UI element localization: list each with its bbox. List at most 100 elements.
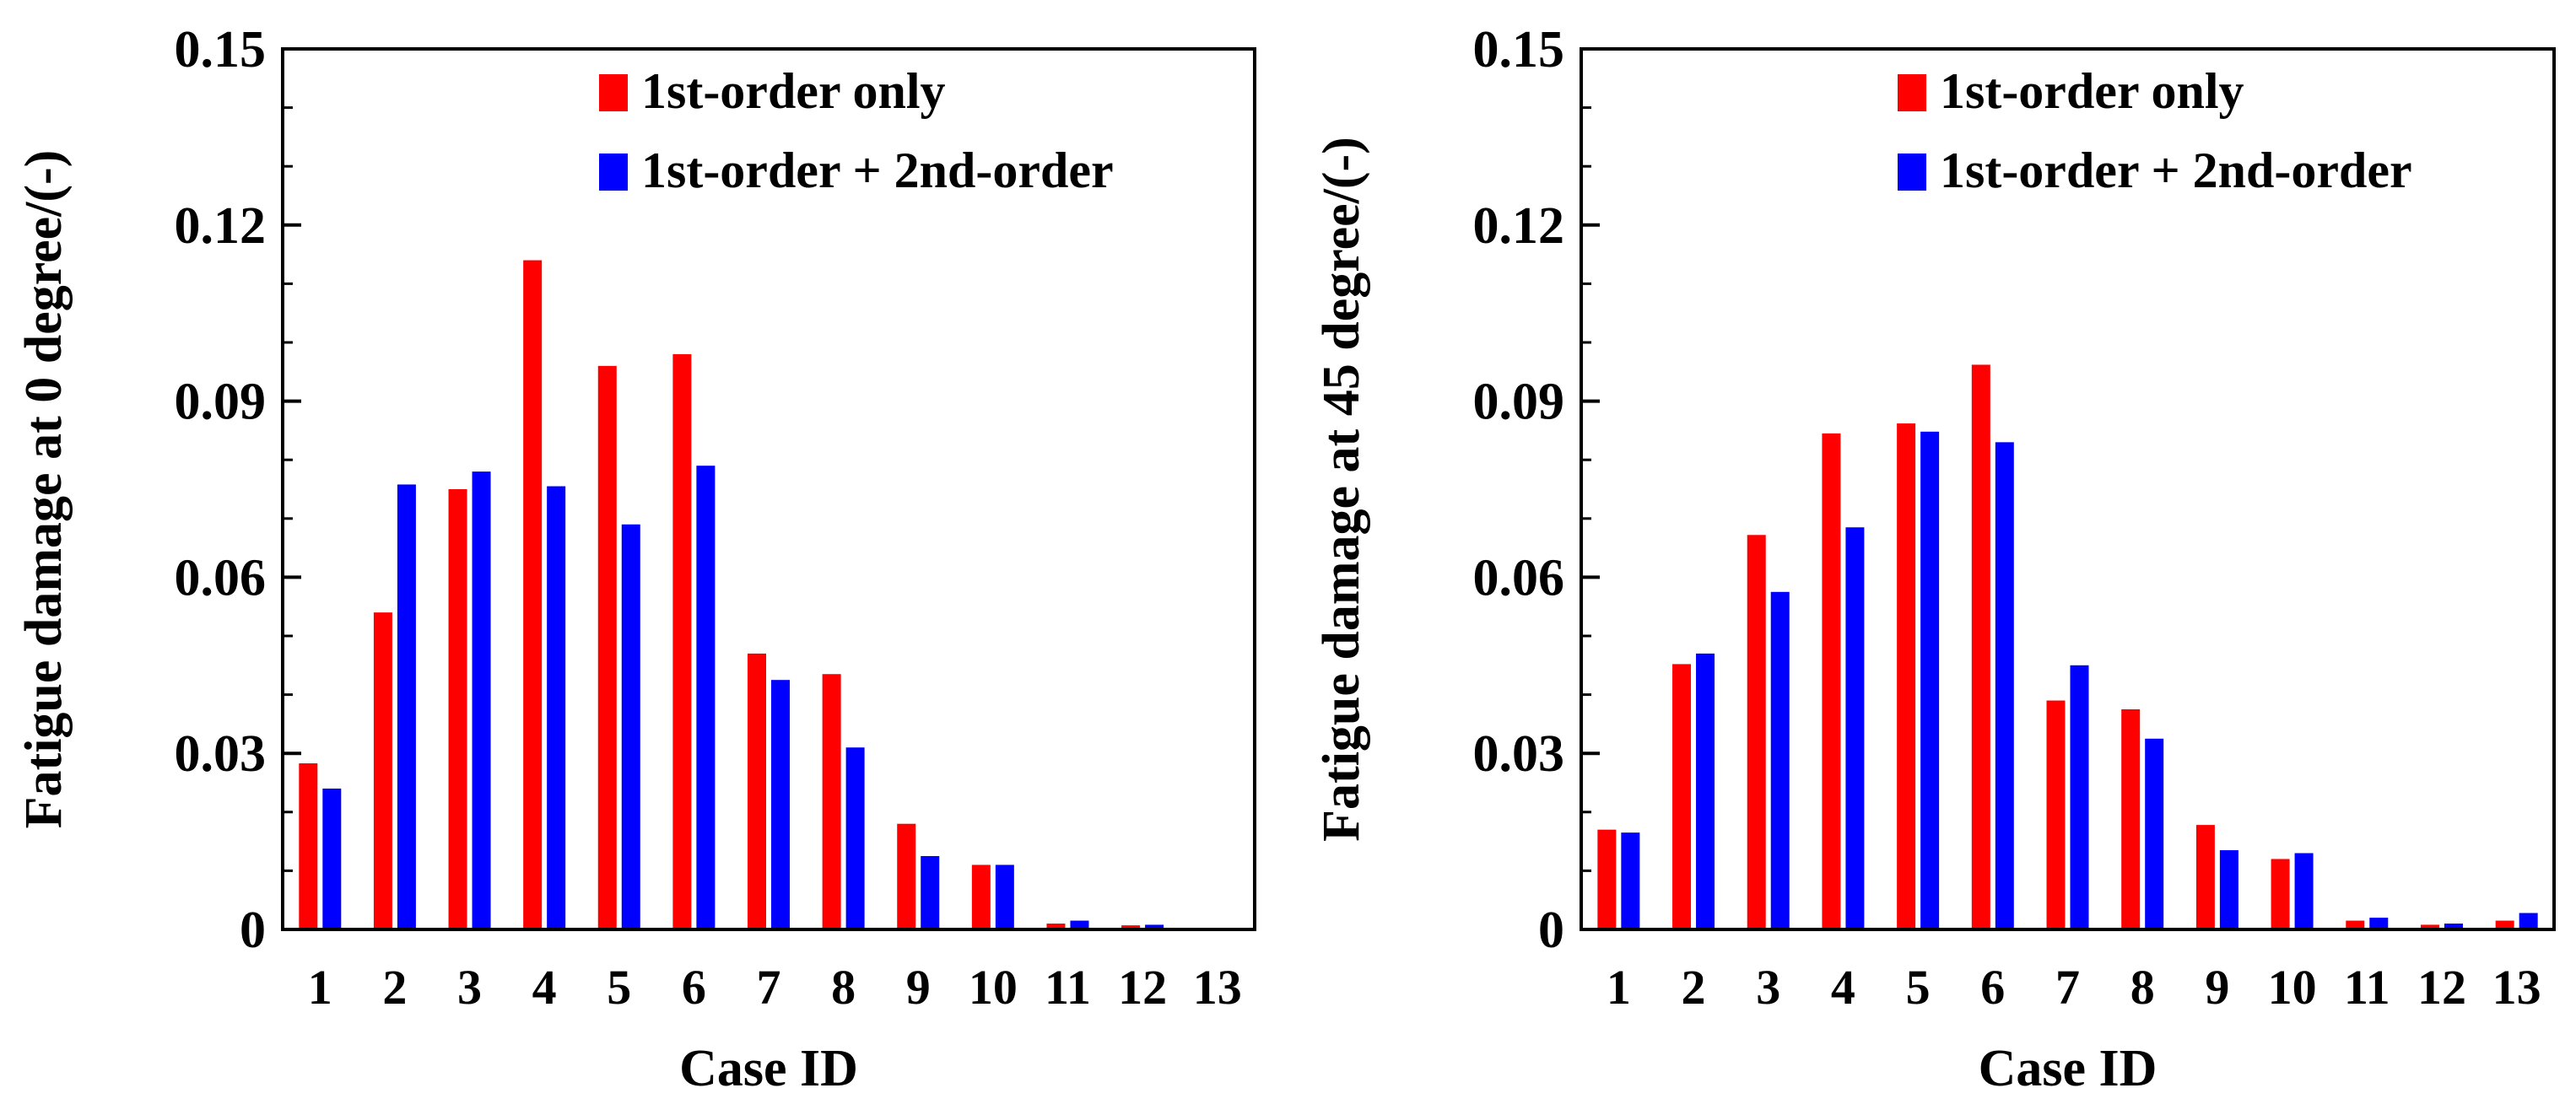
bar-first-order-case-4 <box>1822 433 1841 929</box>
x-tick-label: 5 <box>1906 960 1931 1015</box>
bar-first-order-case-8 <box>2121 709 2141 929</box>
x-tick-label: 12 <box>2417 960 2466 1015</box>
x-tick-label: 7 <box>757 960 781 1015</box>
bar-first-order-case-1 <box>1597 829 1617 929</box>
bar-first-plus-second-order-case-13 <box>2519 913 2538 929</box>
bar-first-plus-second-order-case-2 <box>397 484 416 929</box>
y-tick-label: 0.09 <box>1473 374 1565 431</box>
x-tick-label: 9 <box>2205 960 2229 1015</box>
legend-swatch <box>599 74 628 111</box>
x-tick-label: 8 <box>2130 960 2155 1015</box>
y-axis-title: Fatigue damage at 45 degree/(-) <box>1313 137 1370 842</box>
x-tick-label: 10 <box>2268 960 2317 1015</box>
x-tick-label: 11 <box>2344 960 2390 1015</box>
bar-first-plus-second-order-case-12 <box>2444 924 2463 929</box>
x-tick-label: 13 <box>2492 960 2541 1015</box>
x-tick-label: 9 <box>906 960 931 1015</box>
bar-first-plus-second-order-case-7 <box>771 680 790 929</box>
legend-label: 1st-order + 2nd-order <box>641 143 1114 198</box>
x-tick-label: 2 <box>1682 960 1706 1015</box>
bar-first-order-case-6 <box>672 353 692 929</box>
bar-first-plus-second-order-case-9 <box>2219 850 2238 929</box>
y-tick-label: 0.12 <box>175 197 267 255</box>
bar-first-plus-second-order-case-5 <box>621 524 640 929</box>
x-tick-label: 12 <box>1118 960 1167 1015</box>
legend-swatch <box>1898 154 1926 191</box>
x-tick-label: 11 <box>1045 960 1091 1015</box>
bar-first-order-case-8 <box>822 674 841 929</box>
x-tick-label: 4 <box>532 960 557 1015</box>
bar-first-order-case-10 <box>2271 859 2290 929</box>
bar-first-plus-second-order-case-7 <box>2070 665 2089 929</box>
bar-first-order-case-5 <box>597 365 617 930</box>
y-tick-label: 0 <box>1538 902 1564 959</box>
bar-first-order-case-9 <box>2195 825 2215 929</box>
x-tick-label: 3 <box>1756 960 1780 1015</box>
bar-first-plus-second-order-case-3 <box>472 471 491 929</box>
bar-first-order-case-11 <box>2346 920 2365 929</box>
bar-first-plus-second-order-case-2 <box>1696 653 1715 929</box>
x-tick-label: 10 <box>969 960 1018 1015</box>
bar-first-order-case-11 <box>1046 924 1066 929</box>
x-tick-label: 1 <box>1607 960 1631 1015</box>
x-tick-label: 6 <box>682 960 706 1015</box>
y-axis-title: Fatigue damage at 0 degree/(-) <box>15 150 73 829</box>
bar-first-order-case-6 <box>1971 364 1990 929</box>
bar-first-order-case-7 <box>2046 700 2066 929</box>
bar-first-plus-second-order-case-8 <box>2145 738 2164 929</box>
bar-first-order-case-3 <box>448 489 467 929</box>
x-tick-label: 2 <box>382 960 407 1015</box>
x-tick-label: 6 <box>1980 960 2005 1015</box>
bar-first-plus-second-order-case-10 <box>995 865 1014 929</box>
bar-first-order-case-1 <box>299 763 318 929</box>
bar-first-plus-second-order-case-1 <box>322 788 342 929</box>
bar-first-order-case-7 <box>748 653 766 929</box>
bar-first-order-case-12 <box>1121 925 1141 929</box>
chart-panel-45-degree: 00.030.060.090.120.151 2 3 4 5 6 7 8 9 10 11 12 13Ca… <box>1313 21 2556 1097</box>
plot-frame <box>281 47 1256 931</box>
x-tick-label: 7 <box>2055 960 2080 1015</box>
bar-first-order-case-2 <box>373 612 392 929</box>
legend-label: 1st-order + 2nd-order <box>1940 143 2412 198</box>
y-tick-label: 0.03 <box>175 725 267 783</box>
y-tick-label: 0.03 <box>1473 725 1565 783</box>
x-axis-title: Case ID <box>679 1040 858 1097</box>
bar-first-plus-second-order-case-5 <box>1920 431 1940 929</box>
bar-first-order-case-13 <box>2495 920 2514 929</box>
bar-first-plus-second-order-case-1 <box>1621 832 1640 929</box>
plot-frame <box>1580 47 2556 931</box>
bar-first-plus-second-order-case-9 <box>921 856 940 929</box>
x-tick-label: 13 <box>1193 960 1242 1015</box>
bar-first-plus-second-order-case-8 <box>845 747 865 929</box>
bar-first-order-case-4 <box>523 260 543 929</box>
x-tick-label: 1 <box>308 960 332 1015</box>
bar-first-order-case-5 <box>1897 423 1916 930</box>
bar-first-order-case-12 <box>2420 924 2439 929</box>
bar-first-plus-second-order-case-3 <box>1770 591 1790 929</box>
bar-first-order-case-10 <box>971 865 991 929</box>
bar-first-plus-second-order-case-11 <box>2369 918 2389 929</box>
y-tick-label: 0.06 <box>175 549 267 606</box>
x-tick-label: 4 <box>1831 960 1855 1015</box>
x-tick-label: 3 <box>457 960 482 1015</box>
bar-first-plus-second-order-case-6 <box>1995 442 2014 929</box>
bar-first-order-case-3 <box>1747 535 1766 929</box>
bar-first-plus-second-order-case-4 <box>1845 527 1865 929</box>
chart-panel-0-degree: 00.030.060.090.120.151 2 3 4 5 6 7 8 9 10 11 12 13Ca… <box>15 21 1256 1097</box>
x-axis-title: Case ID <box>1979 1040 2157 1097</box>
bar-first-plus-second-order-case-6 <box>696 466 716 929</box>
y-tick-label: 0.09 <box>175 374 267 431</box>
bar-first-plus-second-order-case-10 <box>2294 853 2314 929</box>
x-tick-label: 8 <box>831 960 856 1015</box>
y-tick-label: 0 <box>240 902 266 959</box>
legend-swatch <box>599 154 628 191</box>
y-tick-label: 0.15 <box>175 21 267 78</box>
y-tick-label: 0.06 <box>1473 549 1565 606</box>
bar-first-order-case-9 <box>897 823 916 929</box>
legend-swatch <box>1898 74 1926 111</box>
y-tick-label: 0.15 <box>1473 21 1565 78</box>
bar-first-order-case-2 <box>1672 664 1692 929</box>
bar-first-plus-second-order-case-4 <box>547 486 566 929</box>
legend-label: 1st-order only <box>1940 63 2244 119</box>
